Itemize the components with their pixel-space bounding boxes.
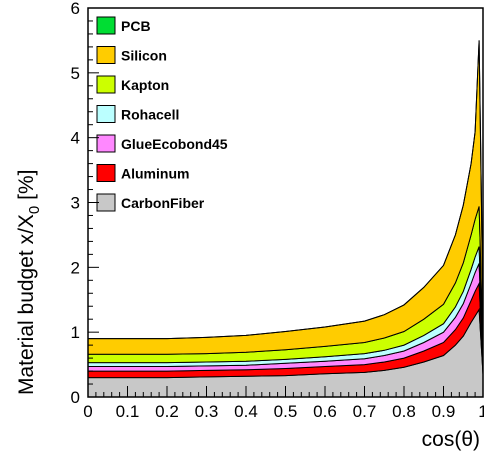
legend-label-rohacell: Rohacell [121, 107, 179, 123]
legend-swatch-silicon [96, 46, 116, 64]
legend-label-pcb: PCB [121, 18, 151, 34]
y-tick-label: 0 [71, 388, 80, 407]
legend-label-carbonfiber: CarbonFiber [121, 195, 205, 211]
x-tick-label: 0.5 [274, 402, 298, 421]
legend-swatch-aluminum [96, 164, 116, 182]
y-tick-label: 5 [71, 64, 80, 83]
x-tick-label: 0.3 [195, 402, 219, 421]
x-tick-label: 0.2 [155, 402, 179, 421]
x-tick-label: 1 [478, 402, 484, 421]
legend: PCB Silicon Kapton Rohacell GlueEcobond45 Alu… [96, 16, 228, 212]
y-axis-title: Material budget x/X0 [%] [15, 170, 43, 395]
y-tick-label: 1 [71, 323, 80, 342]
legend-label-silicon: Silicon [121, 48, 167, 64]
y-tick-label: 6 [71, 0, 80, 18]
x-tick-label: 0 [83, 402, 92, 421]
legend-swatch-rohacell [96, 105, 116, 123]
x-tick-label: 0.6 [313, 402, 337, 421]
legend-swatch-glueecobond45 [96, 134, 116, 153]
y-axis-title-main: Material budget x/X [15, 214, 38, 395]
x-tick-label: 0.8 [392, 402, 416, 421]
legend-swatch-kapton [96, 75, 116, 94]
legend-swatch-pcb [96, 16, 116, 35]
y-tick-label: 3 [71, 194, 80, 213]
x-tick-label: 0.9 [432, 402, 456, 421]
legend-label-kapton: Kapton [121, 77, 169, 93]
x-axis-title: cos(θ) [422, 428, 480, 451]
axes: 0 0.1 0.2 0.3 0.4 0.5 0.6 0.7 0.8 0.9 1 0 1 2 3 4 5 6 [71, 0, 484, 421]
legend-label-aluminum: Aluminum [121, 166, 189, 182]
y-axis-title-unit: [%] [15, 170, 38, 206]
x-tick-label: 0.7 [353, 402, 377, 421]
x-tick-label: 0.1 [116, 402, 140, 421]
x-tick-label: 0.4 [234, 402, 258, 421]
legend-label-glueecobond45: GlueEcobond45 [121, 136, 228, 152]
legend-swatch-carbonfiber [96, 193, 116, 212]
y-axis-title-subscript: 0 [26, 206, 43, 214]
y-tick-label: 4 [71, 129, 80, 148]
y-tick-label: 2 [71, 258, 80, 277]
